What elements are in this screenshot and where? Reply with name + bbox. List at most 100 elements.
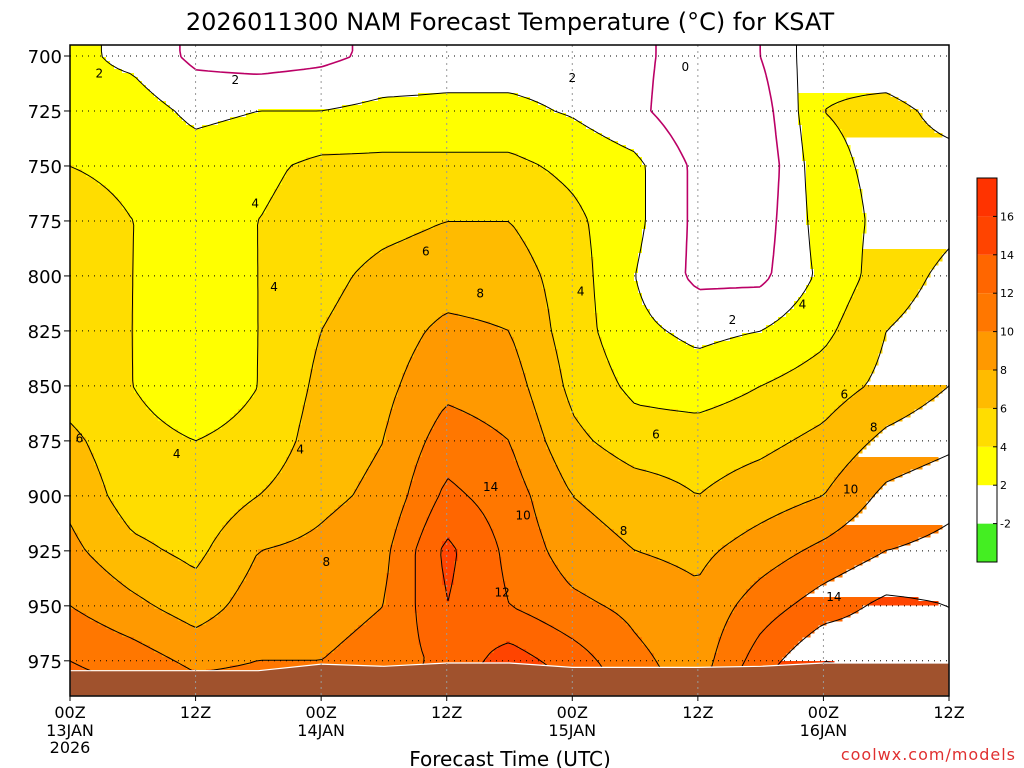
field-cell: [450, 585, 507, 590]
field-cell: [422, 337, 515, 342]
field-cell: [298, 161, 535, 166]
field-cell: [814, 273, 863, 278]
field-cell: [82, 665, 187, 670]
field-cell: [398, 393, 531, 398]
field-cell: [414, 549, 443, 554]
field-cell: [502, 573, 563, 578]
field-cell: [374, 253, 531, 258]
field-cell: [258, 349, 315, 354]
field-cell: [70, 105, 171, 110]
field-cell: [806, 285, 859, 290]
field-cell: [70, 257, 135, 262]
field-cell: [394, 397, 531, 402]
field-cell: [70, 549, 87, 554]
field-cell: [326, 317, 439, 322]
field-cell: [562, 477, 671, 482]
field-cell: [326, 653, 423, 658]
field-cell: [338, 297, 547, 302]
field-cell: [546, 305, 595, 310]
field-cell: [414, 477, 447, 482]
field-cell: [70, 225, 135, 230]
field-cell: [70, 209, 127, 214]
field-cell: [802, 125, 839, 130]
field-cell: [450, 593, 507, 598]
field-cell: [806, 501, 867, 506]
field-cell: [834, 121, 927, 126]
field-cell: [594, 269, 639, 274]
field-cell: [514, 345, 555, 350]
field-cell: [302, 405, 395, 410]
field-cell: [802, 153, 851, 158]
field-cell: [826, 113, 923, 118]
field-cell: [390, 413, 439, 418]
field-cell: [618, 377, 775, 382]
field-cell: [290, 453, 375, 458]
field-cell: [406, 501, 435, 506]
field-cell: [306, 157, 527, 162]
field-cell: [258, 493, 355, 498]
field-cell: [510, 441, 547, 446]
field-cell: [134, 321, 259, 326]
field-cell: [418, 345, 515, 350]
field-cell: [554, 345, 603, 350]
field-cell: [134, 225, 259, 230]
contour-label: 6: [422, 245, 430, 259]
field-cell: [134, 637, 347, 642]
field-cell: [594, 657, 655, 662]
field-cell: [634, 149, 803, 154]
field-cell: [198, 561, 255, 566]
field-cell: [70, 245, 135, 250]
contour-labels: 2 2 2 0 2 4 4 4 4 4 4 6 6 6 6 8 8 8 8 10 10 12 14 14: [76, 60, 878, 604]
field-cell: [158, 97, 379, 102]
field-cell: [462, 489, 531, 494]
contour-label: 10: [843, 482, 858, 496]
field-cell: [266, 205, 583, 210]
field-cell: [598, 333, 675, 338]
field-cell: [862, 269, 931, 274]
field-cell: [486, 517, 539, 522]
field-cell: [422, 653, 491, 658]
field-cell: [258, 329, 323, 334]
field-cell: [746, 593, 807, 598]
field-cell: [762, 521, 847, 526]
field-cell: [802, 293, 855, 298]
field-cell: [642, 301, 795, 306]
field-cell: [386, 245, 527, 250]
field-cell: [386, 429, 431, 434]
field-cell: [70, 481, 103, 486]
field-cell: [494, 533, 543, 538]
field-cell: [814, 425, 887, 430]
field-cell: [486, 421, 539, 426]
field-cell: [802, 149, 851, 154]
field-cell: [258, 305, 335, 310]
field-cell: [438, 317, 475, 322]
field-cell: [98, 621, 187, 626]
field-cell: [326, 517, 399, 522]
field-cell: [526, 373, 563, 378]
field-cell: [242, 405, 303, 410]
field-cell: [402, 373, 527, 378]
field-cell: [570, 489, 691, 494]
field-cell: [718, 641, 755, 646]
field-cell: [798, 121, 835, 126]
field-cell: [346, 501, 407, 506]
field-cell: [550, 449, 607, 454]
field-cell: [254, 561, 391, 566]
field-cell: [562, 373, 615, 378]
field-cell: [670, 477, 723, 482]
field-cell: [258, 241, 399, 246]
field-cell: [122, 517, 231, 522]
field-cell: [434, 225, 515, 230]
field-cell: [70, 253, 135, 258]
field-cell: [134, 369, 259, 374]
field-cell: [410, 361, 523, 366]
field-cell: [134, 313, 259, 318]
contour-2c: [100, 45, 814, 349]
field-cell: [518, 461, 555, 466]
field-cell: [574, 193, 647, 198]
field-cell: [82, 545, 159, 550]
field-cell: [122, 581, 243, 586]
field-cell: [362, 477, 415, 482]
field-cell: [798, 101, 839, 106]
field-cell: [70, 193, 115, 198]
